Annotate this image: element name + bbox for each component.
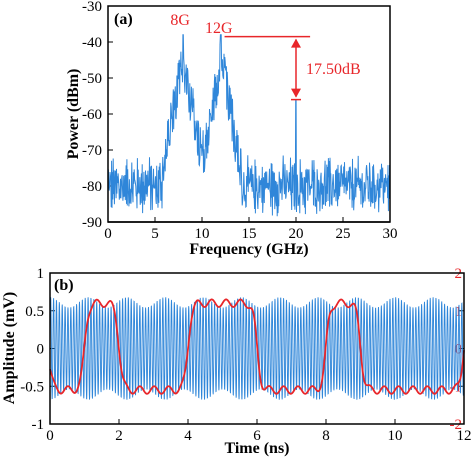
y2-tick-label: -2 [450, 417, 463, 433]
y-tick-label: -70 [82, 143, 102, 159]
spectrum-trace [107, 34, 391, 217]
y-tick-label: -90 [82, 215, 102, 231]
y-tick-labels: -90 -80 -70 -60 -50 -40 -30 [82, 0, 113, 231]
arrow-head-down [291, 88, 301, 98]
y2-tick-label: 1 [455, 304, 463, 320]
x-tick-label: 30 [383, 226, 398, 242]
y-tick-label: 0 [37, 342, 45, 358]
x-tick-label: 10 [388, 428, 403, 444]
x-tick-label: 2 [115, 428, 123, 444]
y-tick-label: -0.5 [20, 379, 44, 395]
x-tick-label: 0 [46, 428, 54, 444]
panel-label: (a) [114, 11, 133, 28]
attenuation-annotation: 8G 12G 17.50dB [170, 12, 361, 101]
y2-tick-label: 2 [455, 266, 463, 282]
demodulated-waveform [49, 298, 465, 395]
x-tick-label: 8 [322, 428, 330, 444]
envelope-line [49, 298, 465, 395]
x-tick-label: 5 [151, 226, 159, 242]
arrow-head-up [291, 38, 301, 48]
x-tick-label: 10 [195, 226, 210, 242]
y-tick-label: -40 [82, 35, 102, 51]
x-tick-label: 0 [104, 226, 112, 242]
x-tick-label: 15 [242, 226, 257, 242]
y-tick-label: 0.5 [25, 304, 44, 320]
x-axis-label: Frequency (GHz) [189, 241, 308, 258]
plot-frame [49, 272, 465, 425]
y-axis-label: Amplitude (mV) [1, 292, 18, 404]
y-tick-label: -60 [82, 107, 102, 123]
x-tick-labels: 0 2 4 6 8 10 12 [46, 419, 472, 444]
x-tick-label: 4 [184, 428, 192, 444]
attenuation-label: 17.50dB [306, 61, 361, 78]
x-tick-label: 20 [289, 226, 304, 242]
y-tick-label: -1 [32, 417, 45, 433]
plot-frame [107, 5, 391, 223]
peak-label-12g: 12G [205, 20, 233, 37]
x-tick-labels: 0 5 10 15 20 25 30 [104, 217, 398, 242]
y-tick-label: -30 [82, 0, 102, 15]
spectrum-panel: -90 -80 -70 -60 -50 -40 -30 0 5 10 15 20 25 30 8G 12G… [65, 0, 398, 258]
spectrum-line [107, 34, 391, 217]
panel-label: (b) [54, 277, 74, 294]
y-tick-label: 1 [37, 266, 45, 282]
y-tick-label: -80 [82, 179, 102, 195]
y-axis-label: Power (dBm) [65, 69, 82, 160]
x-tick-label: 6 [253, 428, 261, 444]
x-axis-label: Time (ns) [224, 440, 289, 457]
peak-label-8g: 8G [170, 12, 190, 29]
x-tick-label: 12 [457, 428, 472, 444]
y-tick-label: -50 [82, 71, 102, 87]
x-tick-label: 25 [336, 226, 351, 242]
